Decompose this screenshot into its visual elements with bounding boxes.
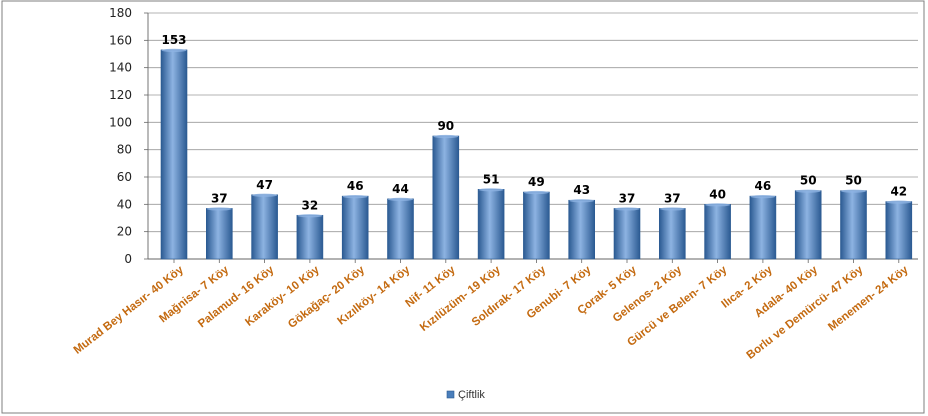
bar <box>749 195 777 260</box>
bar <box>387 198 414 260</box>
data-label: 49 <box>528 175 545 189</box>
bar-14 <box>749 195 777 260</box>
bar <box>613 208 641 260</box>
y-tick-label: 60 <box>117 170 132 184</box>
data-label: 42 <box>890 185 907 199</box>
bar-6 <box>387 197 414 260</box>
data-label: 47 <box>256 178 273 192</box>
bar-11 <box>613 207 641 260</box>
y-tick-label: 80 <box>117 143 132 157</box>
y-tick-label: 180 <box>109 6 132 20</box>
bar-1 <box>160 48 188 260</box>
bar-cap <box>161 48 187 53</box>
bar <box>523 191 550 260</box>
bar-cap <box>342 195 368 199</box>
data-label: 37 <box>211 191 228 205</box>
data-label: 32 <box>302 198 319 212</box>
bar-7 <box>432 134 460 260</box>
bar <box>658 208 686 260</box>
y-tick-label: 100 <box>109 115 132 129</box>
bar-10 <box>568 199 596 260</box>
data-labels: 153 37 47 32 46 44 90 51 49 43 37 37 40 46 50 50 42 <box>161 33 907 212</box>
bar-cap <box>841 189 866 193</box>
bar-9 <box>523 190 550 260</box>
bar-cap <box>795 189 821 193</box>
data-label: 50 <box>800 174 817 188</box>
bar <box>477 189 505 260</box>
bar <box>432 135 460 260</box>
bar-cap <box>614 207 640 211</box>
legend-swatch <box>446 390 455 399</box>
bar-13 <box>704 203 731 260</box>
bar <box>206 208 233 260</box>
bar <box>568 199 596 260</box>
data-label: 50 <box>845 174 862 188</box>
y-tick-label: 140 <box>109 61 132 75</box>
data-label: 37 <box>619 191 636 205</box>
bar-cap <box>478 188 504 192</box>
bar <box>341 195 369 260</box>
bar-cap <box>569 199 595 203</box>
bar-cap <box>659 207 685 211</box>
bar-cap <box>750 195 776 199</box>
bar-2 <box>206 207 233 260</box>
bar <box>704 204 731 260</box>
bars <box>160 48 913 260</box>
data-label: 51 <box>483 172 500 186</box>
data-label: 153 <box>161 33 186 47</box>
bar <box>296 214 324 260</box>
bar-cap <box>523 190 549 195</box>
bar <box>885 201 913 260</box>
bar <box>160 49 188 260</box>
data-label: 46 <box>755 179 772 193</box>
bar-cap <box>252 193 278 197</box>
y-tick-label: 20 <box>117 225 132 239</box>
legend: Çiftlik <box>446 389 485 401</box>
bar-cap <box>297 214 323 218</box>
bar <box>840 190 867 260</box>
bar-4 <box>296 214 324 260</box>
bar-cap <box>206 207 232 211</box>
bar-cap <box>705 203 731 207</box>
bar-15 <box>794 189 822 260</box>
legend-label: Çiftlik <box>458 389 485 401</box>
y-tick-label: 160 <box>109 33 132 47</box>
data-label: 44 <box>392 182 409 196</box>
bar-8 <box>477 188 505 260</box>
bar-5 <box>341 195 369 260</box>
data-label: 43 <box>573 183 590 197</box>
data-label: 46 <box>347 179 364 193</box>
bar <box>251 194 278 260</box>
data-label: 40 <box>709 187 726 201</box>
bar-3 <box>251 193 278 260</box>
bar-cap <box>388 197 413 201</box>
data-label: 37 <box>664 191 681 205</box>
y-tick-labels: 0 20 40 60 80 100 120 140 160 180 <box>109 6 148 266</box>
bar <box>794 190 822 260</box>
data-label: 90 <box>437 119 454 133</box>
bar-cap <box>433 134 459 139</box>
bar-16 <box>840 189 867 260</box>
y-tick-label: 40 <box>117 197 132 211</box>
bar-cap <box>886 200 912 204</box>
y-tick-label: 120 <box>109 88 132 102</box>
bar-17 <box>885 200 913 260</box>
y-tick-label: 0 <box>124 252 132 266</box>
bar-12 <box>658 207 686 260</box>
